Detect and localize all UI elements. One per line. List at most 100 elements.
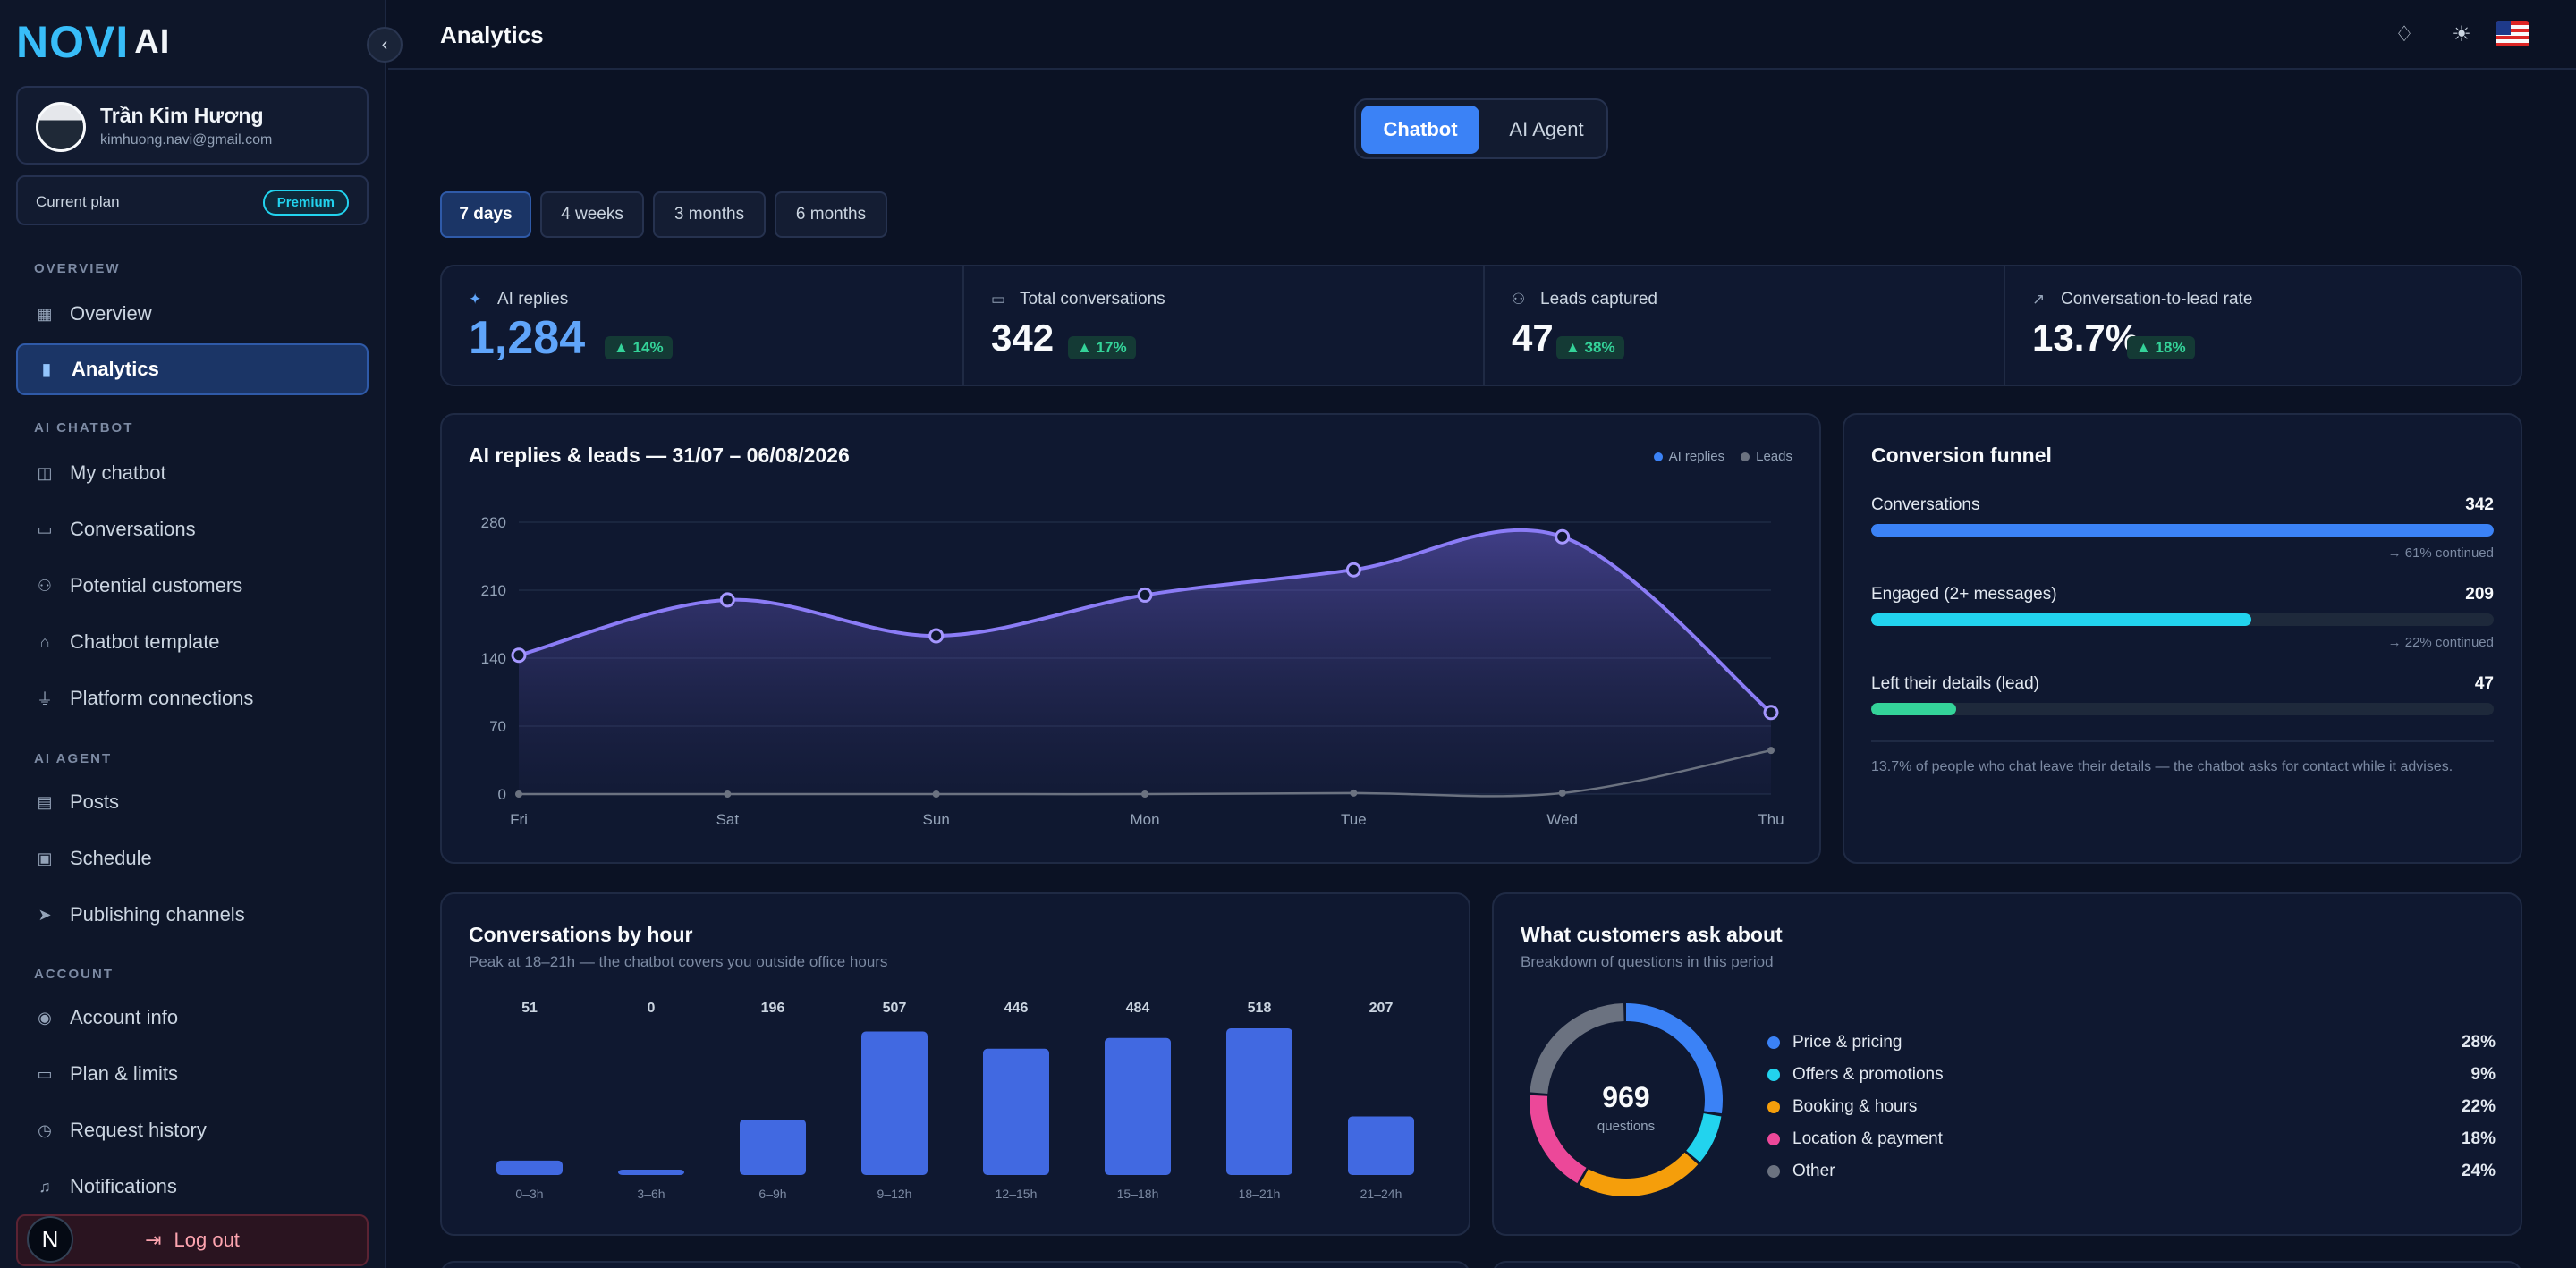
history-icon: ◷ — [38, 1120, 52, 1139]
next-card — [440, 1261, 1470, 1268]
sidebar-item-conversations[interactable]: ▭ Conversations — [16, 503, 369, 555]
sparkle-icon: ✦ — [469, 291, 482, 308]
sidebar-item-label: Plan & limits — [70, 1062, 179, 1085]
bar-chart-icon: ▮ — [42, 359, 51, 378]
topic-percent: 22% — [2461, 1097, 2496, 1116]
y-tick-label: 0 — [498, 786, 506, 803]
sidebar-item-label: My chatbot — [70, 461, 166, 484]
divider — [1871, 740, 2494, 742]
topic-legend: Price & pricing 28% Offers & promotions 9% B… — [1767, 1027, 2496, 1188]
sidebar-item-posts[interactable]: ▤ Posts — [16, 776, 369, 828]
sidebar-item-account-info[interactable]: ◉ Account info — [16, 992, 369, 1044]
stat-value: 47 — [1512, 317, 1554, 359]
sidebar-item-notifications[interactable]: ♫ Notifications — [16, 1161, 369, 1213]
sidebar-item-chatbot-template[interactable]: ⌂ Chatbot template — [16, 616, 369, 668]
funnel-track — [1871, 524, 2494, 537]
ai-replies-point — [1345, 562, 1361, 578]
tab-chatbot[interactable]: Chatbot — [1361, 106, 1479, 154]
logout-icon: ⇥ — [145, 1229, 162, 1251]
bell-icon: ♫ — [38, 1177, 51, 1196]
bar-category-label: 12–15h — [996, 1187, 1038, 1201]
sidebar-item-label: Notifications — [70, 1175, 177, 1197]
sidebar-item-label: Potential customers — [70, 574, 243, 596]
users-icon: ⚇ — [37, 576, 53, 595]
sidebar-item-label: Analytics — [72, 358, 159, 380]
bar-value-label: 446 — [1004, 1001, 1029, 1016]
sidebar-item-overview[interactable]: ▦ Overview — [16, 288, 369, 340]
leads-point — [1141, 790, 1148, 798]
store-icon: ⌂ — [39, 632, 50, 651]
logout-label: Log out — [174, 1229, 240, 1251]
y-tick-label: 280 — [481, 514, 506, 531]
sidebar-item-platform-connections[interactable]: ⏚ Platform connections — [16, 672, 369, 724]
topic-label: Other — [1792, 1162, 1835, 1180]
bot-icon: ◫ — [37, 463, 53, 482]
stat-label: Leads captured — [1540, 290, 1657, 309]
leads-point — [1350, 789, 1358, 797]
funnel-bar — [1871, 613, 2252, 626]
leads-point — [724, 790, 732, 798]
stat-label: Total conversations — [1020, 290, 1165, 309]
funnel-label: Engaged (2+ messages) — [1871, 585, 2057, 604]
topic-percent: 24% — [2461, 1162, 2496, 1180]
range-7-days[interactable]: 7 days — [440, 191, 531, 238]
sidebar-item-request-history[interactable]: ◷ Request history — [16, 1104, 369, 1156]
conversations-by-hour-card: Conversations by hour Peak at 18–21h — t… — [440, 892, 1470, 1236]
language-flag-icon[interactable] — [2496, 21, 2529, 46]
topic-row: Other 24% — [1767, 1155, 2496, 1188]
chevron-left-icon: ‹ — [381, 34, 388, 55]
sidebar-item-my-chatbot[interactable]: ◫ My chatbot — [16, 447, 369, 499]
sidebar-item-plan-limits[interactable]: ▭ Plan & limits — [16, 1048, 369, 1100]
hour-bar — [496, 1160, 563, 1175]
sidebar-item-potential-customers[interactable]: ⚇ Potential customers — [16, 560, 369, 612]
stat-leads-captured: ⚇ Leads captured 47 ▲ 38% — [1485, 266, 2004, 385]
stat-ai-replies: ✦ AI replies 1,284 ▲ 14% — [442, 266, 961, 385]
topic-row: Price & pricing 28% — [1767, 1027, 2496, 1059]
stat-label: Conversation-to-lead rate — [2061, 290, 2253, 309]
bar-category-label: 21–24h — [1360, 1187, 1402, 1201]
funnel-bar — [1871, 524, 2494, 537]
range-3-months[interactable]: 3 months — [653, 191, 766, 238]
collapse-sidebar-button[interactable]: ‹ — [367, 27, 402, 63]
sidebar: NOVI AI Trần Kim Hương kimhuong.navi@gma… — [0, 0, 386, 1268]
y-tick-label: 70 — [489, 718, 506, 735]
x-tick-label: Wed — [1546, 811, 1578, 828]
ai-replies-point — [1137, 587, 1153, 603]
app-logo[interactable]: NOVI AI — [16, 17, 170, 67]
hour-bar — [1348, 1116, 1414, 1175]
n-badge[interactable]: N — [27, 1216, 73, 1263]
bar-value-label: 507 — [883, 1001, 907, 1016]
bar-value-label: 196 — [761, 1001, 785, 1016]
sidebar-item-publishing-channels[interactable]: ➤ Publishing channels — [16, 889, 369, 941]
stat-change: ▲ 38% — [1556, 336, 1624, 359]
stats-card: ✦ AI replies 1,284 ▲ 14% ▭ Total conversat… — [440, 265, 2522, 386]
chat-icon: ▭ — [37, 520, 53, 538]
donut-slice — [1530, 1003, 1723, 1196]
user-profile-card[interactable]: Trần Kim Hương kimhuong.navi@gmail.com — [16, 86, 369, 165]
chart-subtitle: Breakdown of questions in this period — [1521, 953, 1774, 970]
customer-questions-card: What customers ask about Breakdown of qu… — [1492, 892, 2522, 1236]
notification-bell-icon[interactable]: ♢ — [2394, 21, 2414, 46]
chat-icon: ▭ — [991, 291, 1006, 308]
sidebar-item-label: Publishing channels — [70, 903, 245, 926]
tab-ai-agent[interactable]: AI Agent — [1509, 118, 1584, 140]
y-tick-label: 140 — [481, 650, 506, 667]
sidebar-item-label: Conversations — [70, 518, 196, 540]
topic-color-dot — [1767, 1133, 1780, 1145]
range-4-weeks[interactable]: 4 weeks — [540, 191, 644, 238]
current-plan-card[interactable]: Current plan Premium — [16, 175, 369, 225]
sidebar-item-schedule[interactable]: ▣ Schedule — [16, 833, 369, 884]
stat-value: 1,284 — [469, 312, 586, 364]
bar-category-label: 15–18h — [1117, 1187, 1159, 1201]
x-tick-label: Fri — [510, 811, 528, 828]
theme-toggle-icon[interactable]: ☀ — [2452, 21, 2471, 46]
stat-change: ▲ 14% — [605, 336, 673, 359]
range-6-months[interactable]: 6 months — [775, 191, 887, 238]
user-name: Trần Kim Hương — [100, 104, 264, 127]
leads-point — [932, 790, 940, 798]
sidebar-item-analytics[interactable]: ▮ Analytics — [16, 343, 369, 395]
logout-button[interactable]: ⇥ Log out — [16, 1214, 369, 1266]
ai-replies-point — [511, 647, 527, 664]
document-icon: ▤ — [37, 792, 53, 811]
topic-row: Location & payment 18% — [1767, 1123, 2496, 1155]
